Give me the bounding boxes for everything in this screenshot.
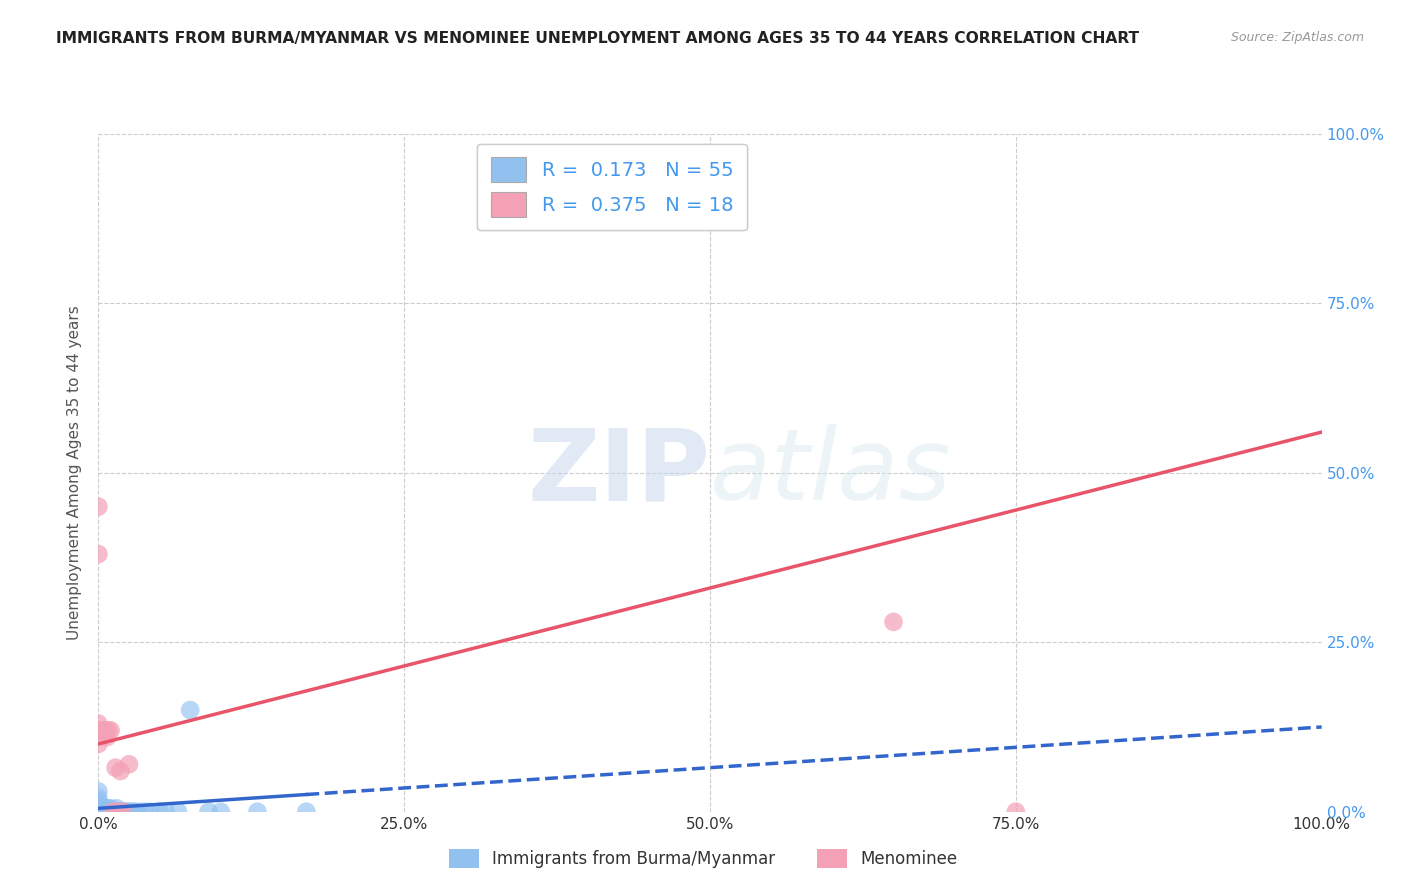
Point	[91, 723, 114, 738]
Point	[121, 805, 143, 819]
Point	[111, 805, 134, 819]
Point	[139, 805, 162, 819]
Point	[91, 805, 114, 819]
Point	[101, 805, 124, 819]
Point	[110, 764, 132, 778]
Legend: Immigrants from Burma/Myanmar, Menominee: Immigrants from Burma/Myanmar, Menominee	[441, 842, 965, 875]
Point	[98, 805, 121, 819]
Point	[128, 805, 150, 819]
Point	[93, 805, 115, 819]
Point	[108, 805, 131, 819]
Point	[96, 805, 118, 819]
Point	[209, 805, 232, 819]
Point	[149, 805, 172, 819]
Point	[87, 797, 110, 812]
Point	[110, 805, 132, 819]
Text: IMMIGRANTS FROM BURMA/MYANMAR VS MENOMINEE UNEMPLOYMENT AMONG AGES 35 TO 44 YEAR: IMMIGRANTS FROM BURMA/MYANMAR VS MENOMIN…	[56, 31, 1139, 46]
Point	[101, 805, 124, 819]
Point	[87, 716, 110, 731]
Point	[124, 805, 146, 819]
Legend: R =  0.173   N = 55, R =  0.375   N = 18: R = 0.173 N = 55, R = 0.375 N = 18	[478, 144, 747, 230]
Point	[1004, 805, 1026, 819]
Point	[120, 805, 142, 819]
Point	[100, 723, 122, 738]
Point	[111, 805, 134, 819]
Point	[114, 805, 136, 819]
Point	[97, 723, 120, 738]
Point	[93, 801, 115, 815]
Point	[87, 805, 110, 819]
Point	[91, 805, 114, 819]
Point	[91, 801, 114, 815]
Point	[295, 805, 318, 819]
Point	[111, 805, 134, 819]
Point	[105, 801, 128, 815]
Point	[87, 795, 110, 809]
Point	[101, 805, 124, 819]
Point	[87, 805, 110, 819]
Point	[100, 801, 122, 815]
Point	[103, 805, 125, 819]
Point	[94, 801, 117, 815]
Point	[96, 805, 118, 819]
Point	[118, 757, 141, 772]
Point	[87, 500, 110, 514]
Text: Source: ZipAtlas.com: Source: ZipAtlas.com	[1230, 31, 1364, 45]
Point	[104, 761, 127, 775]
Point	[179, 703, 201, 717]
Point	[87, 805, 110, 819]
Point	[155, 805, 177, 819]
Point	[100, 805, 122, 819]
Point	[117, 805, 139, 819]
Point	[87, 737, 110, 751]
Point	[107, 805, 129, 819]
Point	[87, 805, 110, 819]
Point	[107, 805, 129, 819]
Point	[100, 805, 122, 819]
Point	[112, 805, 135, 819]
Point	[246, 805, 269, 819]
Y-axis label: Unemployment Among Ages 35 to 44 years: Unemployment Among Ages 35 to 44 years	[67, 305, 83, 640]
Point	[883, 615, 905, 629]
Point	[91, 805, 114, 819]
Point	[87, 791, 110, 805]
Point	[167, 805, 190, 819]
Point	[101, 805, 124, 819]
Point	[104, 805, 127, 819]
Point	[197, 805, 219, 819]
Point	[96, 730, 118, 744]
Text: atlas: atlas	[710, 425, 952, 521]
Point	[98, 805, 121, 819]
Point	[105, 805, 128, 819]
Point	[87, 723, 110, 738]
Point	[87, 547, 110, 561]
Point	[87, 784, 110, 798]
Point	[93, 723, 115, 738]
Point	[97, 801, 120, 815]
Point	[97, 805, 120, 819]
Point	[134, 805, 156, 819]
Point	[94, 805, 117, 819]
Text: ZIP: ZIP	[527, 425, 710, 521]
Point	[101, 805, 124, 819]
